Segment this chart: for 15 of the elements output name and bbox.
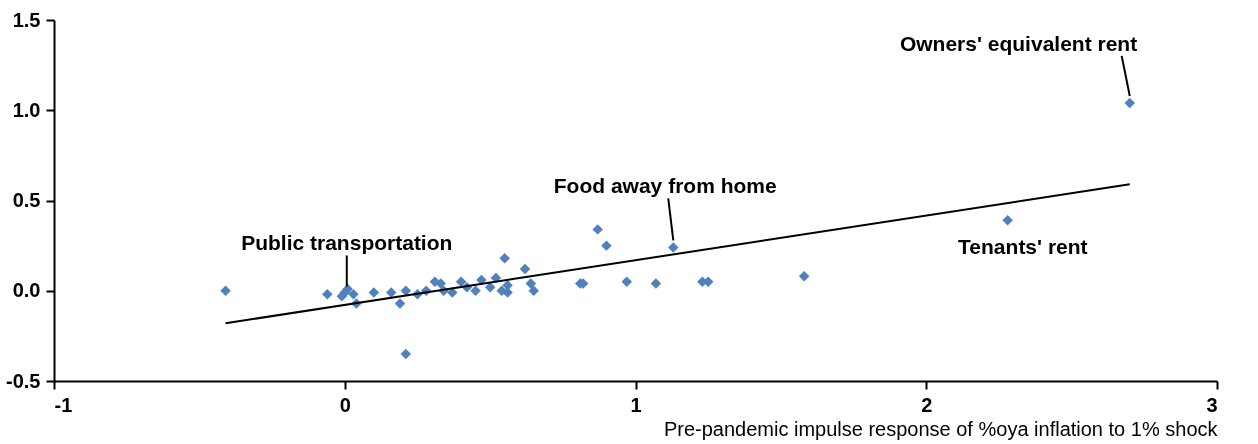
x-tick-label: 1 (630, 393, 642, 416)
annotation: Owners' equivalent rent (899, 31, 1138, 55)
y-tick-label: 0.0 (12, 279, 41, 302)
y-tick-label: 0.5 (12, 189, 41, 211)
y-tick-label: 1.5 (12, 8, 41, 31)
y-tick-label: 1.0 (12, 98, 41, 121)
annotation: Food away from home (553, 174, 777, 198)
x-axis-title: Pre-pandemic impulse response of %oya inflation to 1% shock (663, 417, 1219, 440)
x-tick-label: 0 (339, 393, 351, 416)
x-tick-label: -1 (54, 393, 73, 416)
annotation: Tenants' rent (958, 235, 1088, 259)
y-tick-label: -0.5 (6, 369, 41, 392)
x-tick-label: 2 (921, 393, 933, 416)
annotation: Public transportation (241, 231, 453, 255)
x-tick-label: 3 (1206, 393, 1218, 416)
